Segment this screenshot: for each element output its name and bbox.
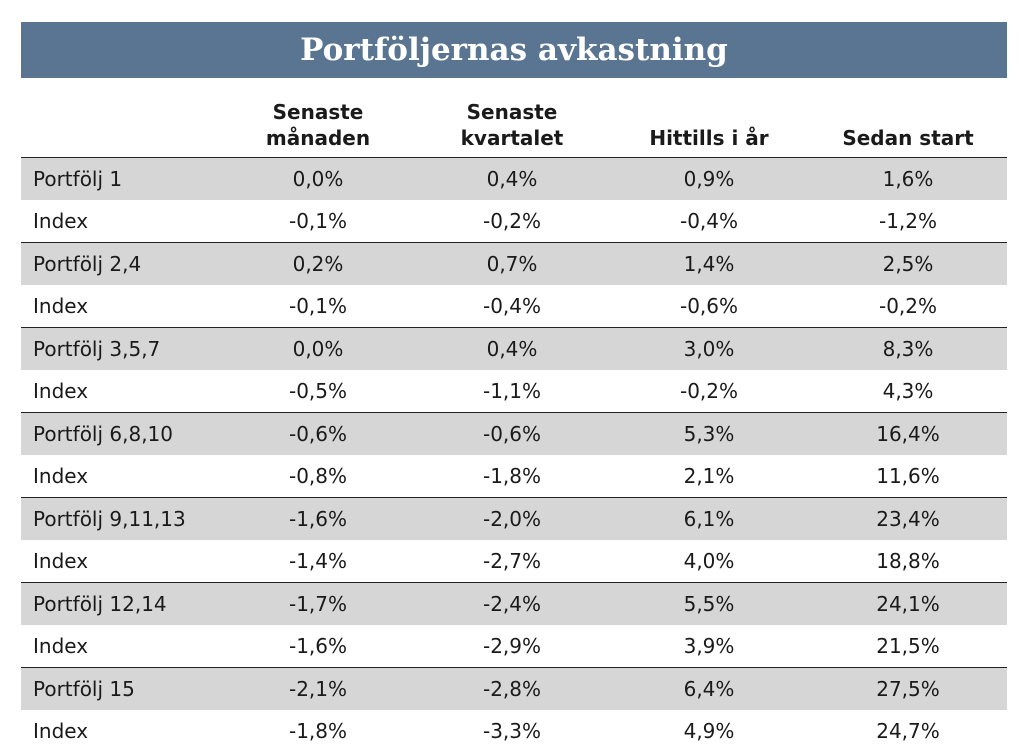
table-cell: -0,2% — [609, 370, 809, 413]
table-cell: 8,3% — [809, 328, 1007, 371]
table-cell: -2,9% — [415, 625, 609, 668]
table-cell: -0,4% — [609, 200, 809, 243]
portfolio-row: Portfölj 9,11,13-1,6%-2,0%6,1%23,4% — [21, 498, 1007, 541]
table-title: Portföljernas avkastning — [21, 22, 1007, 78]
table-cell: 3,0% — [609, 328, 809, 371]
table-cell: -1,4% — [221, 540, 415, 583]
table-cell: 24,1% — [809, 583, 1007, 626]
table-cell: 6,4% — [609, 668, 809, 711]
table-cell: 27,5% — [809, 668, 1007, 711]
table-cell: 0,0% — [221, 328, 415, 371]
table-cell: 2,1% — [609, 455, 809, 498]
table-cell: 4,3% — [809, 370, 1007, 413]
table-cell: 0,2% — [221, 243, 415, 286]
row-label: Index — [21, 285, 221, 328]
table-cell: -2,1% — [221, 668, 415, 711]
table-cell: -0,6% — [221, 413, 415, 456]
table-cell: 18,8% — [809, 540, 1007, 583]
portfolio-row: Portfölj 12,14-1,7%-2,4%5,5%24,1% — [21, 583, 1007, 626]
table-cell: -0,8% — [221, 455, 415, 498]
table-cell: 0,7% — [415, 243, 609, 286]
row-label: Portfölj 3,5,7 — [21, 328, 221, 371]
table-cell: -2,7% — [415, 540, 609, 583]
index-row: Index-0,8%-1,8%2,1%11,6% — [21, 455, 1007, 498]
row-label: Index — [21, 200, 221, 243]
table-cell: 23,4% — [809, 498, 1007, 541]
table-cell: -1,8% — [415, 455, 609, 498]
row-label: Portfölj 12,14 — [21, 583, 221, 626]
row-label: Index — [21, 370, 221, 413]
table-cell: 4,9% — [609, 710, 809, 752]
table-cell: 0,9% — [609, 158, 809, 201]
index-row: Index-1,4%-2,7%4,0%18,8% — [21, 540, 1007, 583]
table-cell: 11,6% — [809, 455, 1007, 498]
table-cell: -1,1% — [415, 370, 609, 413]
table-cell: 2,5% — [809, 243, 1007, 286]
table-cell: -0,5% — [221, 370, 415, 413]
table-cell: -2,4% — [415, 583, 609, 626]
table-cell: 5,3% — [609, 413, 809, 456]
table-cell: -0,6% — [415, 413, 609, 456]
portfolio-row: Portfölj 6,8,10-0,6%-0,6%5,3%16,4% — [21, 413, 1007, 456]
row-label: Index — [21, 625, 221, 668]
table-cell: 0,4% — [415, 158, 609, 201]
table-cell: -2,8% — [415, 668, 609, 711]
row-label: Index — [21, 455, 221, 498]
table-cell: 5,5% — [609, 583, 809, 626]
column-header-3: Hittills i år — [609, 78, 809, 158]
table-cell: 0,4% — [415, 328, 609, 371]
index-row: Index-0,1%-0,4%-0,6%-0,2% — [21, 285, 1007, 328]
table-cell: -0,2% — [415, 200, 609, 243]
row-label: Portfölj 1 — [21, 158, 221, 201]
index-row: Index-1,6%-2,9%3,9%21,5% — [21, 625, 1007, 668]
row-label: Index — [21, 540, 221, 583]
row-label: Portfölj 15 — [21, 668, 221, 711]
table-cell: 16,4% — [809, 413, 1007, 456]
row-label: Portfölj 9,11,13 — [21, 498, 221, 541]
index-row: Index-1,8%-3,3%4,9%24,7% — [21, 710, 1007, 752]
column-header-4: Sedan start — [809, 78, 1007, 158]
table-cell: -1,2% — [809, 200, 1007, 243]
table-cell: 0,0% — [221, 158, 415, 201]
table-cell: 3,9% — [609, 625, 809, 668]
column-header-0 — [21, 78, 221, 158]
table-cell: 4,0% — [609, 540, 809, 583]
table-cell: -0,1% — [221, 200, 415, 243]
index-row: Index-0,1%-0,2%-0,4%-1,2% — [21, 200, 1007, 243]
table-cell: -1,7% — [221, 583, 415, 626]
table-cell: -2,0% — [415, 498, 609, 541]
row-label: Portfölj 6,8,10 — [21, 413, 221, 456]
table-cell: -1,6% — [221, 625, 415, 668]
row-label: Portfölj 2,4 — [21, 243, 221, 286]
table-cell: -1,8% — [221, 710, 415, 752]
table-cell: 1,4% — [609, 243, 809, 286]
table-cell: 21,5% — [809, 625, 1007, 668]
table-cell: -0,1% — [221, 285, 415, 328]
table-cell: -1,6% — [221, 498, 415, 541]
table-cell: 1,6% — [809, 158, 1007, 201]
table-cell: 6,1% — [609, 498, 809, 541]
table-cell: -0,4% — [415, 285, 609, 328]
table-cell: -3,3% — [415, 710, 609, 752]
table-cell: 24,7% — [809, 710, 1007, 752]
table-cell: -0,6% — [609, 285, 809, 328]
table-cell: -0,2% — [809, 285, 1007, 328]
index-row: Index-0,5%-1,1%-0,2%4,3% — [21, 370, 1007, 413]
portfolio-row: Portfölj 15-2,1%-2,8%6,4%27,5% — [21, 668, 1007, 711]
row-label: Index — [21, 710, 221, 752]
